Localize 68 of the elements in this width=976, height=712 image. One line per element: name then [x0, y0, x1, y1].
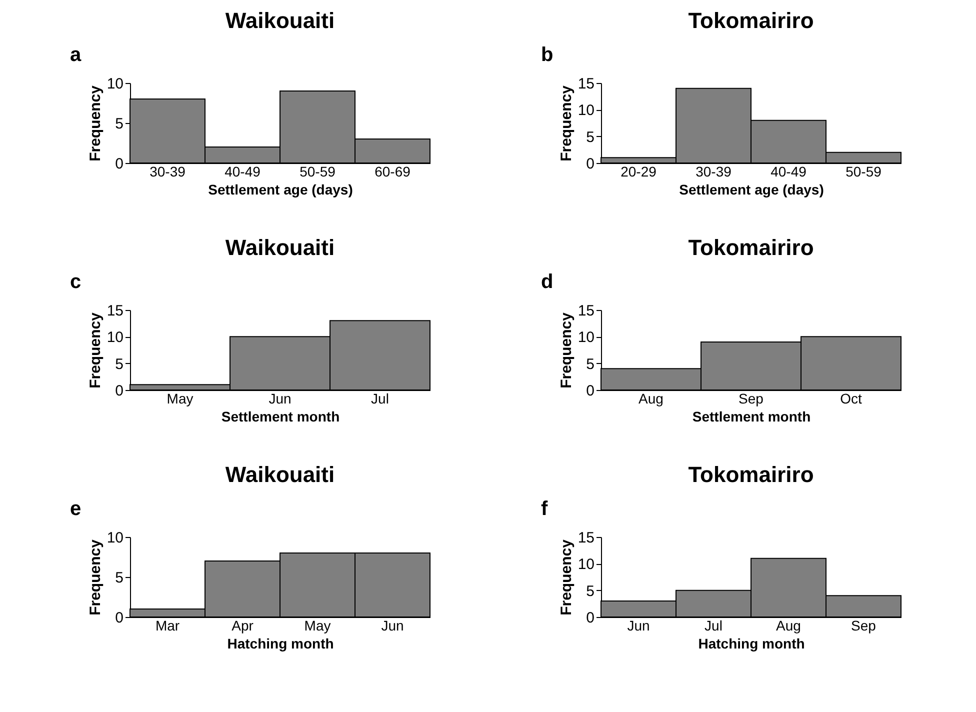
x-tick-label: Jun: [627, 618, 650, 634]
y-axis-title: Frequency: [558, 312, 575, 388]
y-tick-label: 10: [578, 102, 594, 120]
x-axis-title: Hatching month: [227, 636, 334, 652]
x-tick-label: Oct: [840, 390, 862, 406]
y-tick-label: 5: [115, 116, 124, 132]
y-tick-label: 15: [578, 76, 594, 92]
text: b: [541, 44, 554, 66]
x-tick-label: Jul: [371, 390, 389, 406]
y-tick-label: 10: [106, 76, 124, 92]
chart-title: Waikouaiti: [225, 462, 335, 487]
y-tick-label: 5: [586, 356, 594, 373]
chart-title: Waikouaiti: [225, 8, 335, 33]
y-tick-label: 10: [106, 329, 124, 346]
y-axis-title: Frequency: [558, 538, 575, 616]
x-tick-label: 50-59: [300, 164, 336, 180]
y-tick-label: 15: [578, 530, 594, 546]
y-tick-label: 15: [578, 302, 594, 320]
y-tick-label: 10: [578, 556, 594, 574]
y-tick-label: 5: [586, 582, 594, 600]
x-tick-label: Jul: [704, 618, 722, 634]
x-tick-label: May: [166, 390, 194, 406]
x-tick-label: 50-59: [846, 164, 882, 180]
y-tick-label: 0: [115, 156, 124, 172]
x-tick-label: 30-39: [696, 164, 732, 180]
x-tick-label: Aug: [638, 390, 664, 406]
text: d: [541, 271, 554, 293]
x-axis-title: Settlement month: [692, 408, 811, 424]
text: e: [70, 498, 82, 520]
x-tick-label: Jun: [381, 618, 404, 634]
x-tick-label: Sep: [851, 618, 876, 634]
y-tick-label: 10: [578, 329, 594, 346]
y-tick-label: 0: [586, 156, 594, 172]
y-tick-label: 0: [115, 610, 124, 626]
x-axis-title: Hatching month: [698, 636, 805, 652]
y-tick-label: 0: [586, 382, 594, 400]
x-axis-title: Settlement age (days): [208, 182, 353, 198]
chart-title: Tokomairiro: [688, 235, 814, 260]
x-tick-label: Aug: [776, 618, 801, 634]
x-tick-label: Jun: [268, 390, 292, 406]
y-tick-label: 5: [115, 570, 124, 586]
x-axis-title: Settlement age (days): [679, 182, 824, 198]
x-tick-label: 40-49: [224, 164, 261, 180]
text: a: [70, 44, 82, 66]
y-tick-label: 10: [106, 530, 124, 546]
chart-title: Waikouaiti: [225, 235, 335, 260]
x-tick-label: 40-49: [770, 164, 807, 180]
y-axis-title: Frequency: [86, 84, 104, 162]
text: c: [70, 271, 82, 293]
y-tick-label: 5: [115, 356, 124, 373]
y-axis-title: Frequency: [86, 312, 104, 388]
x-tick-label: 30-39: [150, 164, 186, 180]
x-tick-label: Mar: [155, 618, 180, 634]
chart-title: Tokomairiro: [688, 8, 814, 33]
x-tick-label: Apr: [232, 618, 254, 634]
x-tick-label: 20-29: [620, 164, 657, 180]
x-axis-title: Settlement month: [221, 408, 340, 424]
y-axis-title: Frequency: [86, 538, 104, 616]
y-axis-title: Frequency: [558, 84, 575, 162]
y-tick-label: 0: [586, 610, 594, 626]
y-tick-label: 15: [106, 302, 124, 320]
chart-title: Tokomairiro: [688, 462, 814, 487]
x-tick-label: 60-69: [374, 164, 411, 180]
x-tick-label: May: [304, 618, 331, 634]
text: f: [541, 498, 548, 520]
y-tick-label: 5: [586, 128, 594, 146]
x-tick-label: Sep: [738, 390, 764, 406]
y-tick-label: 0: [115, 382, 124, 400]
